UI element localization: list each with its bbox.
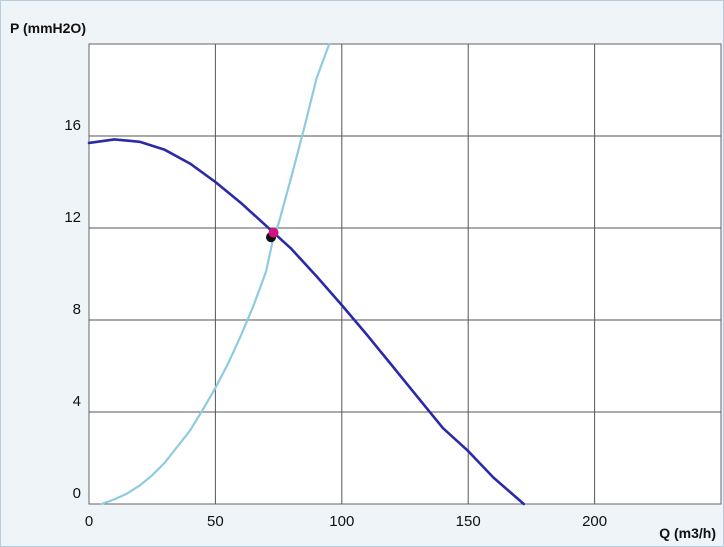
plot-area bbox=[88, 43, 722, 505]
y-tick-label-1: 4 bbox=[73, 393, 81, 410]
y-axis-label: P (mmH2O) bbox=[10, 20, 86, 36]
y-tick-labels: 0 4 8 12 16 bbox=[64, 117, 81, 502]
operating-point-1 bbox=[268, 227, 279, 238]
x-tick-labels: 0 50 100 150 200 bbox=[85, 513, 607, 530]
y-tick-label-0: 0 bbox=[73, 485, 81, 502]
series-line-0 bbox=[87, 138, 526, 506]
x-tick-label-0: 0 bbox=[85, 513, 93, 530]
x-axis-label: Q (m3/h) bbox=[659, 525, 716, 541]
x-tick-label-2: 100 bbox=[329, 513, 354, 530]
x-tick-label-3: 150 bbox=[456, 513, 481, 530]
x-tick-label-1: 50 bbox=[207, 513, 224, 530]
y-tick-label-3: 12 bbox=[64, 209, 81, 226]
x-tick-label-4: 200 bbox=[582, 513, 607, 530]
grid-lines bbox=[89, 44, 721, 504]
y-tick-label-2: 8 bbox=[73, 301, 81, 318]
y-tick-label-4: 16 bbox=[64, 117, 81, 134]
series-lines bbox=[87, 42, 526, 506]
operating-points bbox=[266, 227, 279, 243]
series-line-1 bbox=[100, 42, 331, 506]
